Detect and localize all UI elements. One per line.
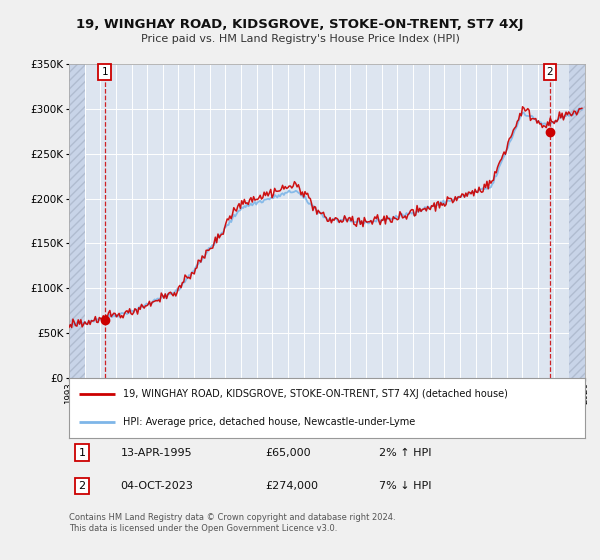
Bar [69, 64, 85, 377]
Text: £65,000: £65,000 [265, 447, 311, 458]
Text: Contains HM Land Registry data © Crown copyright and database right 2024.
This d: Contains HM Land Registry data © Crown c… [69, 514, 395, 533]
Text: HPI: Average price, detached house, Newcastle-under-Lyme: HPI: Average price, detached house, Newc… [123, 417, 415, 427]
Text: £274,000: £274,000 [265, 480, 318, 491]
Text: 7% ↓ HPI: 7% ↓ HPI [379, 480, 431, 491]
Text: 2% ↑ HPI: 2% ↑ HPI [379, 447, 431, 458]
Text: 04-OCT-2023: 04-OCT-2023 [121, 480, 193, 491]
Bar [569, 64, 585, 377]
Text: 2: 2 [79, 480, 85, 491]
Text: 13-APR-1995: 13-APR-1995 [121, 447, 192, 458]
Text: 1: 1 [101, 67, 108, 77]
Text: Price paid vs. HM Land Registry's House Price Index (HPI): Price paid vs. HM Land Registry's House … [140, 34, 460, 44]
Text: 2: 2 [547, 67, 553, 77]
Text: 19, WINGHAY ROAD, KIDSGROVE, STOKE-ON-TRENT, ST7 4XJ (detached house): 19, WINGHAY ROAD, KIDSGROVE, STOKE-ON-TR… [123, 389, 508, 399]
Text: 19, WINGHAY ROAD, KIDSGROVE, STOKE-ON-TRENT, ST7 4XJ: 19, WINGHAY ROAD, KIDSGROVE, STOKE-ON-TR… [76, 18, 524, 31]
Text: 1: 1 [79, 447, 85, 458]
